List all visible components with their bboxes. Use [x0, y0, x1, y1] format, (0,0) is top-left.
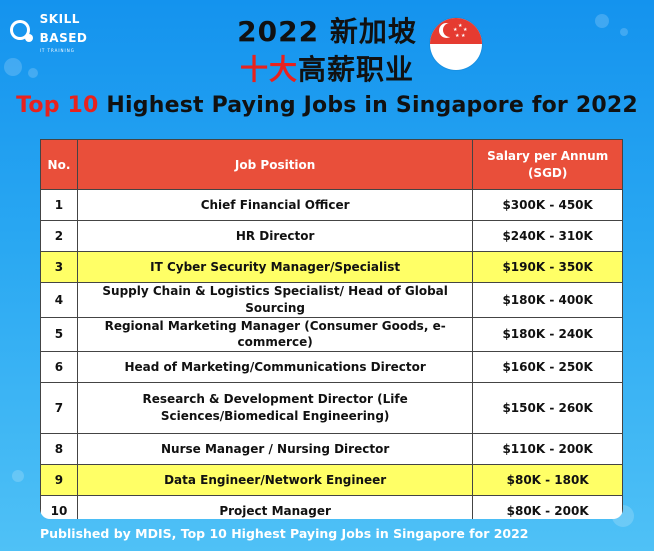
cell-no: 2 — [40, 220, 78, 252]
cell-position: Regional Marketing Manager (Consumer Goo… — [76, 316, 474, 353]
cell-salary: $240K - 310K — [472, 220, 623, 252]
cell-no: 9 — [40, 464, 78, 497]
footer-source: Published by MDIS, Top 10 Highest Paying… — [40, 526, 529, 541]
table-row: 2 HR Director $240K - 310K — [40, 220, 623, 252]
table-row: 1 Chief Financial Officer $300K - 450K — [40, 189, 623, 221]
cell-no: 5 — [40, 316, 78, 353]
cell-salary: $110K - 200K — [472, 433, 623, 466]
cell-no: 10 — [40, 495, 78, 519]
cell-position: Supply Chain & Logistics Specialist/ Hea… — [76, 282, 474, 318]
cell-no: 7 — [40, 382, 78, 435]
table-row: 3 IT Cyber Security Manager/Specialist $19… — [40, 251, 623, 283]
headline-red: Top 10 — [16, 93, 99, 118]
cell-position: Chief Financial Officer — [76, 189, 474, 221]
jobs-table: No. Job Position Salary per Annum (SGD) … — [40, 139, 623, 519]
table-row: 7 Research & Development Director (Life S… — [40, 382, 623, 435]
background-dot — [595, 14, 609, 28]
table-row: 6 Head of Marketing/Communications Direct… — [40, 351, 623, 384]
cell-position: HR Director — [76, 220, 474, 252]
cell-no: 1 — [40, 189, 78, 221]
title-chinese-black: 高薪职业 — [298, 53, 415, 86]
background-dot — [28, 68, 38, 78]
cell-position: Research & Development Director (Life Sc… — [76, 382, 474, 435]
header-position: Job Position — [76, 139, 474, 190]
background-dot — [620, 28, 628, 36]
table-header-row: No. Job Position Salary per Annum (SGD) — [40, 139, 623, 190]
cell-position: Head of Marketing/Communications Directo… — [76, 351, 474, 384]
cell-salary: $190K - 350K — [472, 251, 623, 283]
headline: Top 10 Highest Paying Jobs in Singapore … — [0, 93, 654, 118]
logo-tagline: IT TRAINING — [39, 47, 75, 53]
header-no: No. — [40, 139, 78, 190]
cell-no: 6 — [40, 351, 78, 384]
cell-salary: $80K - 180K — [472, 464, 623, 497]
logo-name: SKILL BASED — [39, 11, 88, 45]
table-row: 5 Regional Marketing Manager (Consumer Go… — [40, 316, 623, 353]
cell-salary: $180K - 400K — [472, 282, 623, 318]
table-row: 8 Nurse Manager / Nursing Director $110K -… — [40, 433, 623, 466]
cell-salary: $80K - 200K — [472, 495, 623, 519]
cell-position: Nurse Manager / Nursing Director — [76, 433, 474, 466]
cell-salary: $300K - 450K — [472, 189, 623, 221]
cell-no: 8 — [40, 433, 78, 466]
skill-based-logo: SKILL BASED IT TRAINING — [10, 13, 130, 53]
background-dot — [12, 470, 24, 482]
title-chinese-line1: 2022 新加坡 — [237, 15, 417, 48]
headline-black: Highest Paying Jobs in Singapore for 202… — [98, 93, 638, 118]
title-chinese-red: 十大 — [239, 53, 298, 86]
table-row: 9 Data Engineer/Network Engineer $80K - 18… — [40, 464, 623, 497]
table-row: 4 Supply Chain & Logistics Specialist/ He… — [40, 282, 623, 318]
cell-no: 4 — [40, 282, 78, 318]
cell-position: Project Manager — [76, 495, 474, 519]
table-row: 10 Project Manager $80K - 200K — [40, 495, 623, 519]
cell-salary: $160K - 250K — [472, 351, 623, 384]
cell-salary: $180K - 240K — [472, 316, 623, 353]
cell-position: IT Cyber Security Manager/Specialist — [76, 251, 474, 283]
cell-position: Data Engineer/Network Engineer — [76, 464, 474, 497]
singapore-flag-icon: ★ ★ ★ ★ ★ — [430, 18, 482, 70]
cell-salary: $150K - 260K — [472, 382, 623, 435]
jobs-table-grid: No. Job Position Salary per Annum (SGD) … — [40, 139, 623, 519]
logo-ring-icon — [10, 20, 33, 42]
cell-no: 3 — [40, 251, 78, 283]
background-dot — [4, 58, 22, 76]
header-salary: Salary per Annum (SGD) — [472, 139, 623, 190]
title-chinese-line2: 十大高薪职业 — [0, 48, 654, 88]
logo-wordmark: SKILL BASED IT TRAINING — [34, 8, 130, 53]
